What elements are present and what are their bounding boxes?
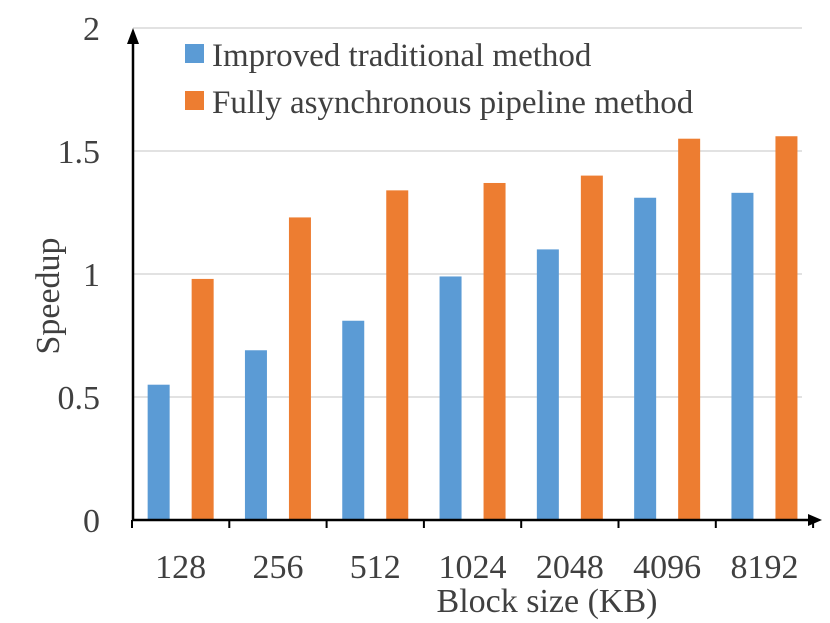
legend-swatch-series-1 bbox=[185, 44, 204, 63]
bar-fully-asynchronous-2048 bbox=[580, 175, 603, 520]
x-tick-label: 8192 bbox=[730, 549, 798, 586]
x-axis-arrow bbox=[808, 514, 822, 526]
y-tick-labels: 0 0.5 1 1.5 2 bbox=[58, 11, 101, 540]
x-tick-labels: 128 256 512 1024 2048 4096 8192 bbox=[155, 549, 798, 586]
axes bbox=[127, 28, 822, 526]
x-axis-title: Block size (KB) bbox=[437, 583, 658, 620]
bar-fully-asynchronous-256 bbox=[288, 217, 311, 521]
bar-fully-asynchronous-8192 bbox=[775, 136, 798, 521]
x-tick-label: 1024 bbox=[439, 549, 507, 586]
gridlines bbox=[133, 27, 802, 398]
y-tick-label: 1.5 bbox=[58, 134, 101, 171]
y-tick-label: 2 bbox=[83, 11, 100, 48]
bar-improved-traditional-2048 bbox=[536, 249, 559, 520]
bar-improved-traditional-8192 bbox=[731, 192, 754, 520]
y-axis-title: Speedup bbox=[30, 237, 67, 354]
legend-swatch-series-2 bbox=[185, 91, 204, 110]
bar-fully-asynchronous-512 bbox=[386, 190, 409, 521]
bar-improved-traditional-4096 bbox=[634, 197, 657, 521]
x-tick-label: 4096 bbox=[633, 549, 701, 586]
legend-label-series-2: Fully asynchronous pipeline method bbox=[212, 85, 694, 121]
bar-fully-asynchronous-128 bbox=[191, 278, 214, 520]
y-tick-label: 1 bbox=[83, 257, 100, 294]
bar-improved-traditional-128 bbox=[147, 384, 170, 520]
bar-fully-asynchronous-4096 bbox=[678, 138, 701, 520]
x-tick-label: 128 bbox=[155, 549, 206, 586]
bar-improved-traditional-1024 bbox=[439, 276, 462, 520]
y-axis-arrow bbox=[127, 28, 139, 44]
y-tick-label: 0.5 bbox=[58, 380, 101, 417]
bar-improved-traditional-512 bbox=[342, 320, 365, 520]
x-tick-label: 2048 bbox=[536, 549, 604, 586]
legend-label-series-1: Improved traditional method bbox=[212, 38, 592, 74]
x-tick-label: 256 bbox=[252, 549, 303, 586]
bar-improved-traditional-256 bbox=[244, 350, 267, 520]
bars bbox=[147, 136, 798, 521]
x-tick-label: 512 bbox=[350, 549, 401, 586]
y-tick-label: 0 bbox=[83, 503, 100, 540]
ticks bbox=[131, 520, 815, 528]
legend: Improved traditional method Fully asynch… bbox=[185, 38, 694, 121]
bar-fully-asynchronous-1024 bbox=[483, 182, 506, 521]
